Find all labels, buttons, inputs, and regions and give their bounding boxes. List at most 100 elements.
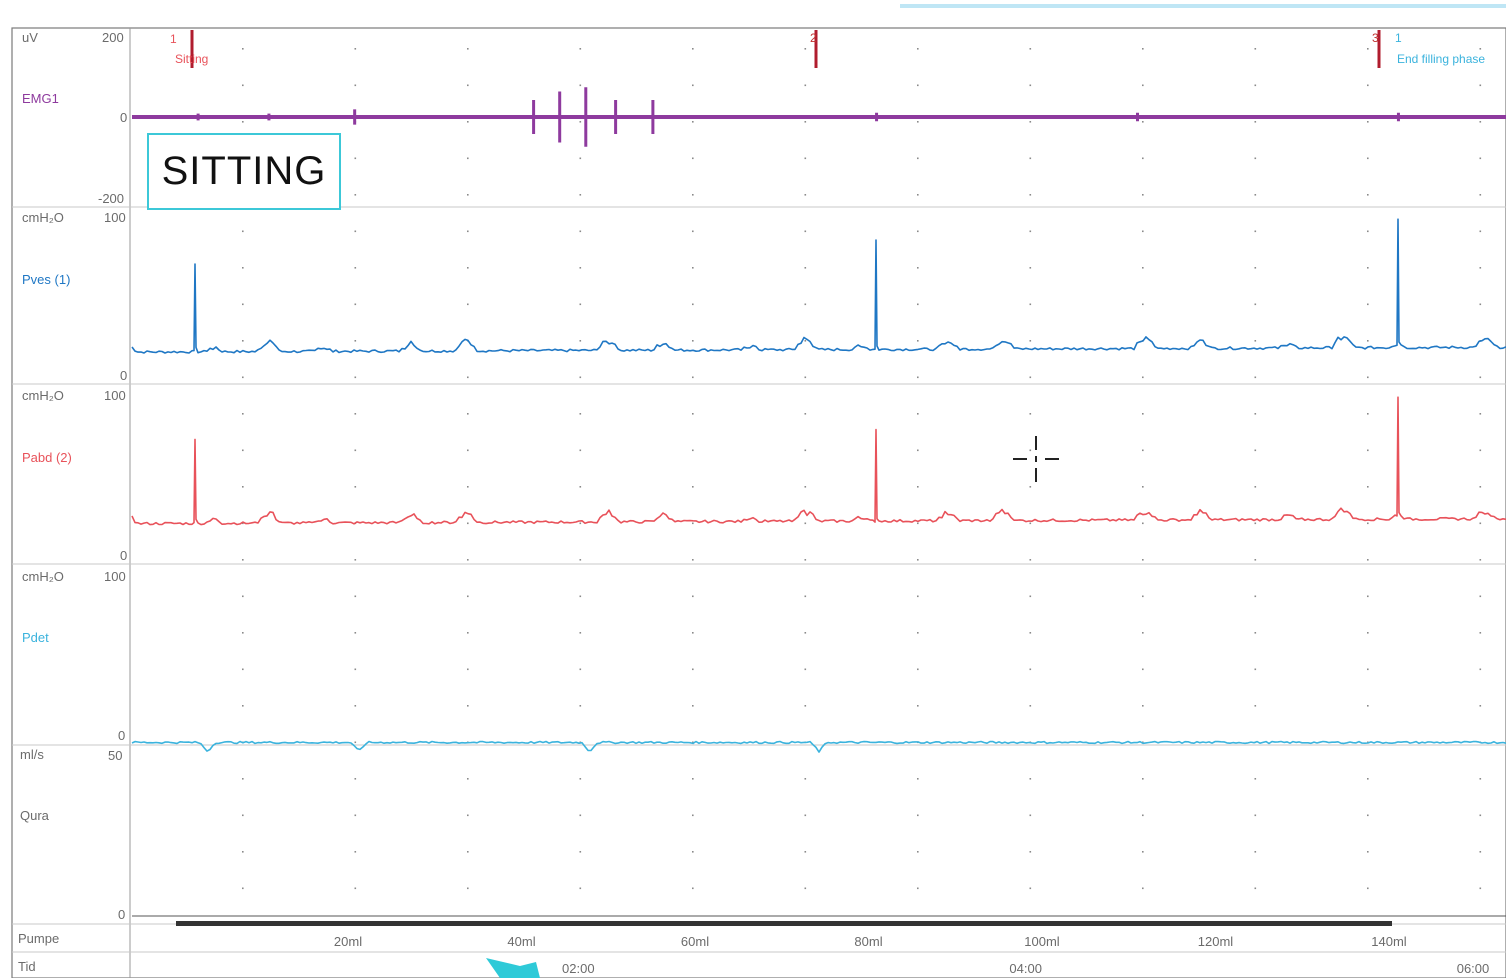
grid-dot [804, 84, 807, 87]
qura-bottom-tick: 0 [118, 907, 125, 922]
grid-dot [579, 121, 582, 123]
grid-dot [1142, 632, 1144, 634]
grid-dot [354, 303, 357, 306]
grid-dot [1142, 376, 1144, 379]
grid-dot [1367, 340, 1369, 342]
grid-dot [1142, 486, 1144, 488]
volume-axis: 20ml 40ml 60ml 80ml 100ml 120ml 140ml [334, 934, 1407, 949]
grid-dot [1254, 340, 1257, 342]
grid-dot [1254, 486, 1257, 488]
grid-dot [1367, 194, 1369, 196]
grid-dot [692, 376, 694, 379]
grid-dot [1479, 230, 1482, 233]
event-marker-2: 2 [810, 30, 818, 68]
grid-dot [1142, 851, 1144, 853]
grid-dot [692, 449, 694, 452]
grid-dot [579, 303, 582, 306]
grid-dot [804, 486, 807, 488]
grid-dot [1367, 668, 1369, 671]
grid-dot [1254, 267, 1257, 269]
grid-dot [1367, 230, 1369, 233]
grid-dot [354, 741, 357, 744]
grid-dot [579, 668, 582, 671]
grid-dot [242, 559, 244, 561]
grid-dot [354, 48, 357, 50]
grid-dot [692, 303, 694, 306]
grid-dot [1254, 303, 1257, 306]
event-marker-1: 1 Sitting [170, 30, 208, 68]
event-4-number: 1 [1395, 31, 1402, 45]
grid-dot [354, 413, 357, 415]
grid-dot [1029, 121, 1032, 123]
grid-dot [467, 376, 469, 379]
signal-traces [131, 87, 1506, 917]
grid-dot [354, 595, 357, 598]
crosshair-icon [1013, 436, 1059, 482]
grid-dot [1254, 778, 1257, 780]
grid-dot [1029, 413, 1032, 415]
grid-dot [1142, 230, 1144, 233]
grid-dot [1029, 84, 1032, 87]
grid-dot [1254, 376, 1257, 379]
grid-dot [1142, 267, 1144, 269]
time-axis: 02:00 04:00 06:00 [562, 961, 1489, 976]
grid-dot [1029, 340, 1032, 342]
grid-dot [1367, 522, 1369, 525]
grid-dot [1254, 887, 1257, 890]
grid-dot [467, 486, 469, 488]
grid-dot [917, 340, 919, 342]
grid-dot [1029, 230, 1032, 233]
pabd-channel-name: Pabd (2) [22, 450, 72, 465]
grid-dot [242, 887, 244, 890]
volume-tick-label: 60ml [681, 934, 709, 949]
arrow-icon [486, 958, 540, 978]
grid-dot [354, 778, 357, 780]
grid-dot [917, 814, 919, 817]
grid-dot [354, 668, 357, 671]
grid-dot [1367, 705, 1369, 707]
grid-dot [1029, 814, 1032, 817]
grid-dot [1029, 267, 1032, 269]
grid-dot [1254, 668, 1257, 671]
grid-dot [692, 522, 694, 525]
grid-dot [804, 303, 807, 306]
grid-dot [354, 486, 357, 488]
grid-dot [467, 230, 469, 233]
grid-dot [354, 632, 357, 634]
grid-dot [692, 157, 694, 160]
grid-dot [579, 84, 582, 87]
grid-dot [1367, 851, 1369, 853]
grid-dot [579, 522, 582, 525]
pves-channel-name: Pves (1) [22, 272, 70, 287]
grid-dot [1029, 48, 1032, 50]
grid-dot [467, 778, 469, 780]
volume-tick-label: 80ml [854, 934, 882, 949]
grid-dot [804, 157, 807, 160]
grid-dot [1142, 303, 1144, 306]
grid-dot [804, 230, 807, 233]
grid-dot [354, 449, 357, 452]
grid-dot [1367, 121, 1369, 123]
grid-dot [467, 84, 469, 87]
emg-mid-tick: 0 [120, 110, 127, 125]
grid-dot [467, 668, 469, 671]
grid-dot [467, 814, 469, 817]
grid-dot [917, 668, 919, 671]
grid-dot [692, 486, 694, 488]
grid-dot [917, 705, 919, 707]
grid-dot [917, 230, 919, 233]
grid-dot [242, 84, 244, 87]
grid-dot [354, 814, 357, 817]
grid-dot [1254, 559, 1257, 561]
grid-dot [354, 194, 357, 196]
grid-dot [579, 887, 582, 890]
time-tick-label: 04:00 [1009, 961, 1042, 976]
grid-dot [917, 449, 919, 452]
grid-dot [579, 778, 582, 780]
grid-dot [1367, 376, 1369, 379]
grid-dot [1367, 48, 1369, 50]
pabd-trace [131, 396, 1506, 526]
grid-dot [804, 48, 807, 50]
grid-dot [354, 376, 357, 379]
grid-dot [804, 267, 807, 269]
